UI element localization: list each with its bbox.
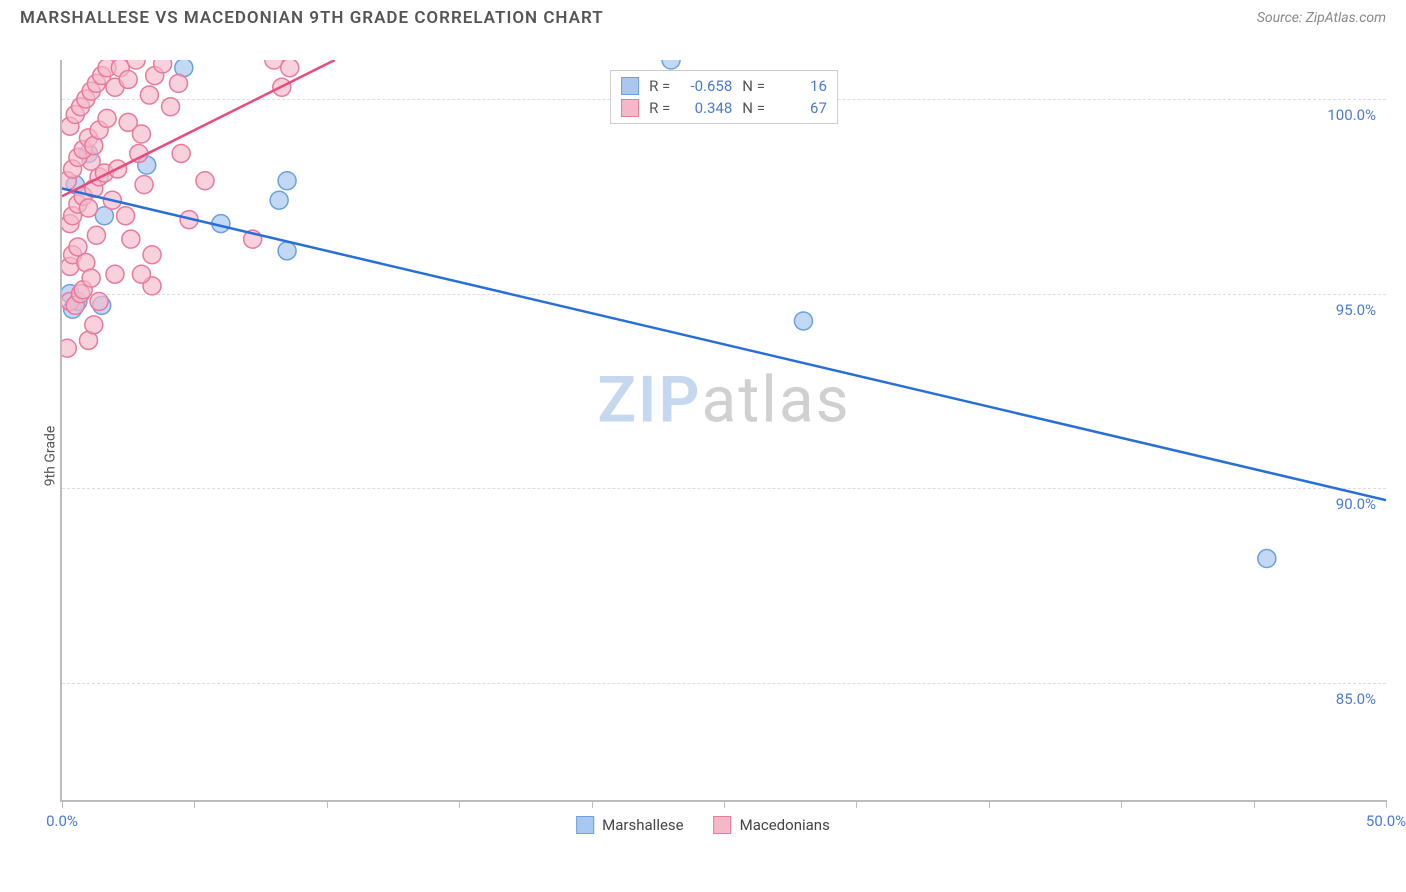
data-point: [90, 292, 108, 310]
x-tick: [989, 800, 990, 808]
data-point: [79, 199, 97, 217]
x-tick-label: 50.0%: [1366, 812, 1406, 830]
data-point: [85, 316, 103, 334]
x-tick: [194, 800, 195, 808]
data-point: [82, 269, 100, 287]
data-point: [270, 191, 288, 209]
x-tick: [856, 800, 857, 808]
data-point: [106, 265, 124, 283]
data-point: [162, 98, 180, 116]
x-tick: [724, 800, 725, 808]
data-point: [140, 86, 158, 104]
legend-item-marshallese: Marshallese: [576, 816, 683, 834]
scatter-svg: [62, 60, 1386, 800]
correlation-legend: R = -0.658 N = 16 R = 0.348 N = 67: [610, 70, 838, 124]
data-point: [117, 207, 135, 225]
swatch-macedonians: [714, 816, 732, 834]
data-point: [794, 312, 812, 330]
chart-title: MARSHALLESE VS MACEDONIAN 9TH GRADE CORR…: [20, 8, 604, 28]
source-label: Source: ZipAtlas.com: [1257, 10, 1386, 26]
trend-line: [62, 189, 1386, 501]
data-point: [143, 246, 161, 264]
data-point: [1258, 550, 1276, 568]
data-point: [98, 109, 116, 127]
data-point: [662, 60, 680, 69]
data-point: [87, 226, 105, 244]
data-point: [281, 60, 299, 77]
x-tick: [459, 800, 460, 808]
data-point: [132, 265, 150, 283]
legend-row-macedonians: R = 0.348 N = 67: [621, 97, 827, 119]
data-point: [170, 74, 188, 92]
x-tick: [1254, 800, 1255, 808]
data-point: [122, 230, 140, 248]
data-point: [135, 176, 153, 194]
chart-container: 9th Grade ZIPatlas R = -0.658 N = 16 R =…: [20, 40, 1386, 872]
x-tick: [1121, 800, 1122, 808]
data-point: [132, 125, 150, 143]
swatch-marshallese: [621, 77, 639, 95]
swatch-marshallese: [576, 816, 594, 834]
x-tick-label: 0.0%: [46, 812, 78, 830]
swatch-macedonians: [621, 99, 639, 117]
x-tick: [1386, 800, 1387, 808]
data-point: [196, 172, 214, 190]
series-legend: Marshallese Macedonians: [576, 816, 830, 834]
legend-row-marshallese: R = -0.658 N = 16: [621, 75, 827, 97]
data-point: [119, 70, 137, 88]
legend-item-macedonians: Macedonians: [714, 816, 830, 834]
data-point: [62, 339, 76, 357]
data-point: [154, 60, 172, 73]
data-point: [172, 144, 190, 162]
plot-area: ZIPatlas R = -0.658 N = 16 R = 0.348 N =…: [60, 60, 1386, 802]
x-tick: [62, 800, 63, 808]
data-point: [278, 242, 296, 260]
x-tick: [592, 800, 593, 808]
data-point: [278, 172, 296, 190]
x-tick: [327, 800, 328, 808]
y-axis-label: 9th Grade: [42, 426, 58, 487]
